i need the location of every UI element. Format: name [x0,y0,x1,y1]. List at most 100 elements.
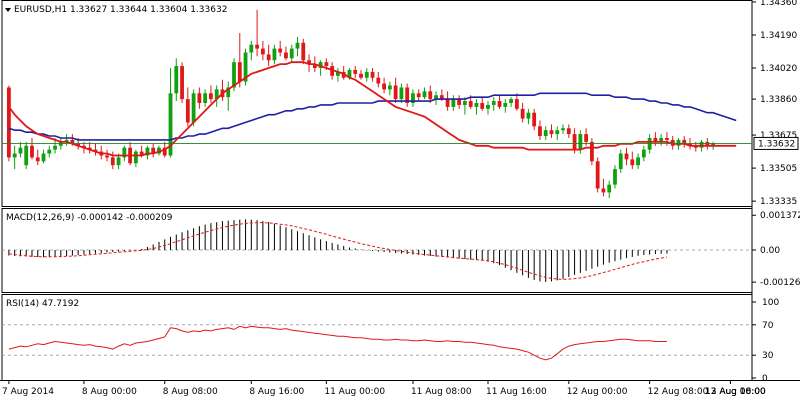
price-axis-label: 1.33860 [760,95,797,105]
candle [555,126,560,140]
candle-body [336,71,340,76]
candle [243,48,248,86]
candle [514,93,519,111]
candle [457,95,462,109]
candle [393,77,398,103]
candle-body [688,143,692,146]
price-axis-label: 1.33675 [760,131,797,141]
candle-body [30,145,34,158]
candle-body [24,145,29,166]
candle [491,97,496,111]
candle-body [399,87,404,100]
candle-body [682,139,687,144]
candle-body [555,130,560,135]
candle [93,143,98,156]
candle [6,85,11,162]
candle [180,62,184,103]
candle-body [382,83,386,90]
candle-body [353,69,358,74]
candle-body [237,62,242,82]
price-axis-label: 1.33505 [760,164,797,174]
candle-body [249,44,254,53]
candle [278,40,283,57]
candle [209,85,213,103]
candle-body [422,91,427,98]
candle-body [41,153,46,162]
candle-body [561,128,565,131]
candle-body [451,99,456,107]
candle-body [693,145,698,148]
candle [428,85,433,103]
time-axis-label: 12 Aug 16:00 [705,387,766,397]
candle [538,120,542,140]
candle-body [589,141,594,162]
candle-body [116,157,121,166]
candle [376,71,381,88]
candle [364,68,369,82]
candle [289,44,294,63]
candle [24,141,29,170]
candle-body [151,147,156,154]
candle-body [47,149,52,154]
candle-body [370,71,375,78]
candle-body [243,52,248,82]
time-axis-label: 11 Aug 00:00 [324,387,385,397]
candle [451,95,456,111]
rsi-axis-label: 70 [762,321,774,331]
candle [682,136,687,148]
candle [601,178,606,197]
candle-body [491,101,496,105]
candle-body [711,143,716,146]
candle [110,151,115,170]
candle-body [393,85,398,100]
candle [624,147,629,166]
candle-body [278,48,283,53]
candle-body [168,93,173,156]
candle-body [157,147,161,154]
candle-body [12,153,17,158]
candle-body [699,141,704,148]
candle-body [266,54,271,61]
candle [503,99,508,113]
candle-body [180,66,184,100]
candle-body [133,151,138,164]
candle-body [468,101,473,107]
candle [607,180,612,199]
candle-body [122,147,127,158]
candle-body [497,101,502,107]
candle-body [624,153,629,160]
candle [526,108,531,125]
candle [630,151,635,170]
candle [474,99,479,115]
candle-body [659,137,664,142]
macd-axis-label: 0.001372 [760,211,800,221]
candle-body [509,99,513,103]
candle-body [566,128,571,135]
candle-body [543,130,548,137]
candle-body [255,44,260,49]
candle-body [307,60,311,65]
dropdown-arrow-icon[interactable] [5,8,11,12]
candle [561,124,565,135]
candle [532,108,537,131]
candle-body [428,91,433,100]
rsi-axis-label: 0 [762,374,768,384]
candle [387,81,392,96]
time-axis-label: 11 Aug 08:00 [411,387,472,397]
candle [382,77,386,94]
current-price-label: 1.33632 [758,139,795,149]
candle-body [595,161,600,189]
candle-body [347,69,352,78]
candle [497,95,502,109]
candle-body [105,155,109,158]
candle [214,85,219,107]
main-pane-frame [1,0,753,207]
candle-body [676,139,681,146]
candle [226,81,231,111]
candle [336,68,340,82]
candle-body [284,52,288,59]
candle-body [295,42,300,49]
candle [174,58,179,102]
candle [105,149,109,162]
candle-body [411,93,415,103]
